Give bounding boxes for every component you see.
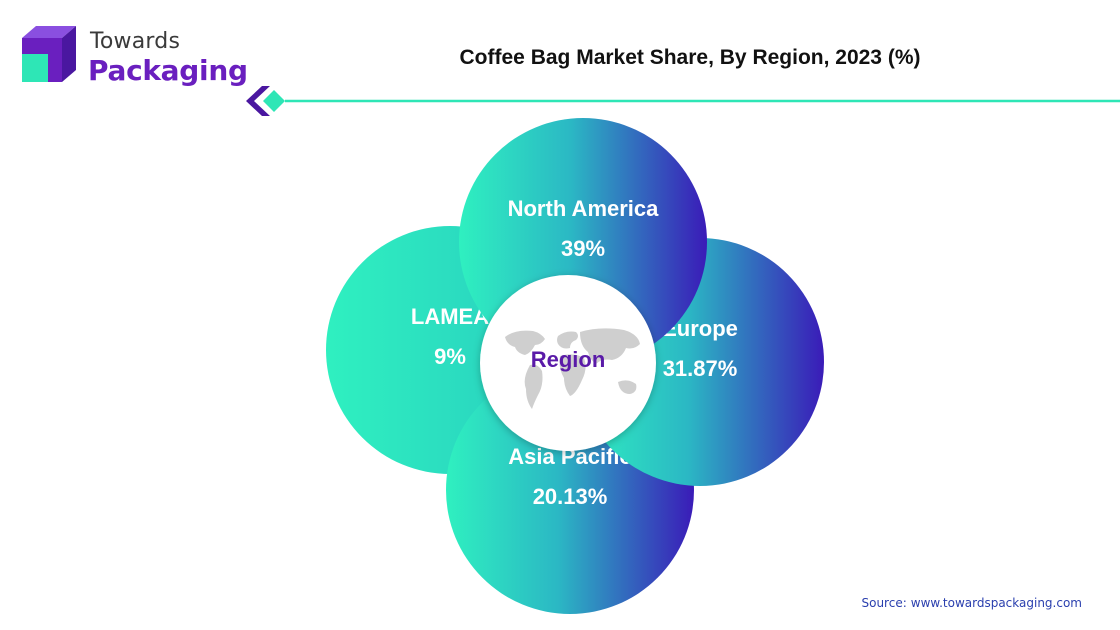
chart-title: Coffee Bag Market Share, By Region, 2023… xyxy=(459,46,921,69)
logo-text-towards: Towards xyxy=(90,29,181,54)
world-map-icon xyxy=(505,328,640,409)
logo-cube-icon xyxy=(22,26,76,82)
brand-logo: Towards Packaging xyxy=(20,24,260,94)
logo-text-packaging: Packaging xyxy=(88,54,248,87)
bubble-label-lamea: LAMEA xyxy=(411,304,489,329)
bubble-value-asia-pacific: 20.13% xyxy=(533,484,608,509)
header-divider xyxy=(246,86,1120,116)
bubble-label-north-america: North America xyxy=(508,196,660,221)
center-hub: Region xyxy=(480,275,656,451)
diamond-icon xyxy=(263,90,285,112)
bubble-value-north-america: 39% xyxy=(561,236,605,261)
center-label: Region xyxy=(531,347,606,372)
source-url[interactable]: www.towardspackaging.com xyxy=(910,596,1082,610)
chevron-left-icon xyxy=(246,86,270,116)
bubble-value-europe: 31.87% xyxy=(663,356,738,381)
bubble-value-lamea: 9% xyxy=(434,344,466,369)
source-note: Source: www.towardspackaging.com xyxy=(861,596,1082,610)
source-label: Source: xyxy=(861,596,907,610)
